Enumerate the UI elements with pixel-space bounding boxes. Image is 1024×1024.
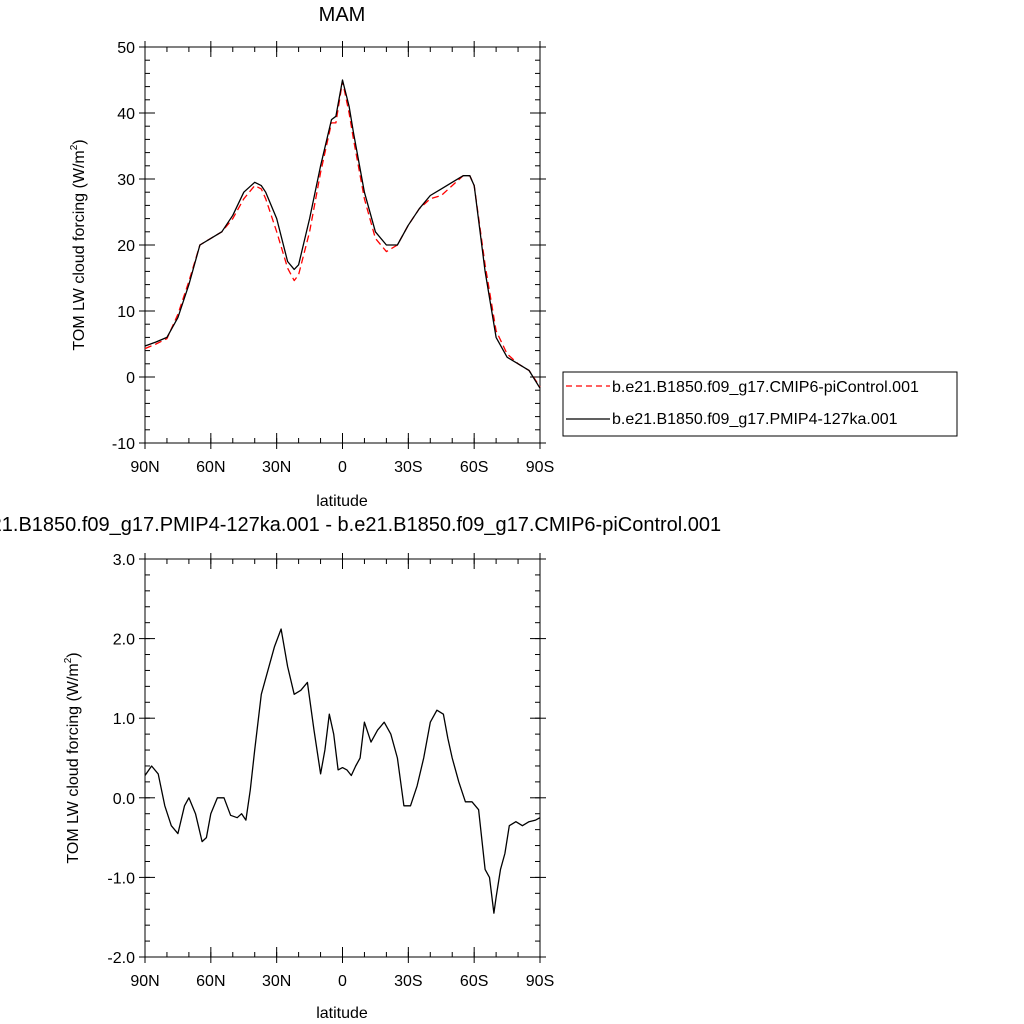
y-tick-label: -10 bbox=[112, 436, 135, 453]
y-tick-label: 20 bbox=[117, 238, 135, 255]
top-chart-title: MAM bbox=[319, 4, 366, 26]
top-x-ticks: 90N 60N 30N 0 30S 60S 90S bbox=[130, 41, 554, 476]
x-tick-label: 30N bbox=[262, 459, 291, 476]
y-tick-label: 1.0 bbox=[113, 711, 135, 728]
x-tick-label: 30N bbox=[262, 973, 291, 990]
top-series-lines bbox=[144, 79, 541, 389]
top-y-ticks: -10 0 10 20 30 40 50 bbox=[112, 40, 546, 453]
x-tick-label: 0 bbox=[338, 973, 347, 990]
x-tick-label: 60S bbox=[460, 973, 488, 990]
x-tick-label: 60S bbox=[460, 459, 488, 476]
x-tick-label: 90N bbox=[130, 459, 159, 476]
x-tick-label: 90N bbox=[130, 973, 159, 990]
legend-label-127ka: b.e21.B1850.f09_g17.PMIP4-127ka.001 bbox=[612, 411, 898, 428]
legend: b.e21.B1850.f09_g17.CMIP6-piControl.001 … bbox=[562, 371, 958, 437]
top-y-axis-label-sup: 2 bbox=[69, 144, 80, 150]
series-line-0 bbox=[144, 628, 541, 914]
y-tick-label: 30 bbox=[117, 172, 135, 189]
bottom-plot-frame bbox=[144, 558, 541, 958]
bottom-y-axis-label-close: ) bbox=[65, 652, 82, 657]
y-tick-label: 10 bbox=[117, 304, 135, 321]
top-y-axis-label-close: ) bbox=[71, 139, 88, 144]
bottom-y-ticks: -2.0 -1.0 0.0 1.0 2.0 3.0 bbox=[107, 552, 546, 967]
top-plot-frame bbox=[144, 46, 541, 444]
y-tick-label: 0.0 bbox=[113, 791, 135, 808]
y-tick-label: -2.0 bbox=[107, 950, 135, 967]
x-tick-label: 60N bbox=[196, 459, 225, 476]
top-y-axis-label: TOM LW cloud forcing (W/m2) bbox=[69, 139, 88, 350]
bottom-chart-title: b.e21.B1850.f09_g17.PMIP4-127ka.001 - b.… bbox=[0, 514, 721, 536]
top-panel: MAM -10 0 10 20 30 40 50 90N 60N 30N 0 30S 60S 90S l… bbox=[69, 4, 554, 510]
x-tick-label: 0 bbox=[338, 459, 347, 476]
y-tick-label: -1.0 bbox=[107, 870, 135, 887]
y-tick-label: 0 bbox=[126, 370, 135, 387]
series-line-1 bbox=[144, 79, 541, 389]
top-x-axis-label: latitude bbox=[316, 493, 368, 510]
x-tick-label: 60N bbox=[196, 973, 225, 990]
y-tick-label: 3.0 bbox=[113, 552, 135, 569]
x-tick-label: 90S bbox=[526, 973, 554, 990]
x-tick-label: 30S bbox=[394, 973, 422, 990]
legend-label-picontrol: b.e21.B1850.f09_g17.CMIP6-piControl.001 bbox=[612, 379, 919, 396]
bottom-x-axis-label: latitude bbox=[316, 1005, 368, 1022]
top-y-axis-label-main: TOM LW cloud forcing (W/m bbox=[71, 150, 88, 350]
bottom-y-axis-label-sup: 2 bbox=[63, 657, 74, 663]
bottom-series-lines bbox=[144, 628, 541, 914]
x-tick-label: 90S bbox=[526, 459, 554, 476]
bottom-panel: b.e21.B1850.f09_g17.PMIP4-127ka.001 - b.… bbox=[0, 514, 721, 1022]
bottom-x-ticks: 90N 60N 30N 0 30S 60S 90S bbox=[130, 553, 554, 990]
bottom-y-axis-label: TOM LW cloud forcing (W/m2) bbox=[63, 652, 82, 863]
x-tick-label: 30S bbox=[394, 459, 422, 476]
legend-box bbox=[562, 371, 958, 437]
bottom-y-axis-label-main: TOM LW cloud forcing (W/m bbox=[65, 663, 82, 863]
y-tick-label: 40 bbox=[117, 106, 135, 123]
y-tick-label: 2.0 bbox=[113, 632, 135, 649]
y-tick-label: 50 bbox=[117, 40, 135, 57]
